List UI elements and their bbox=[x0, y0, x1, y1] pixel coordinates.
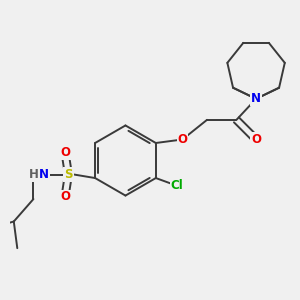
Text: Cl: Cl bbox=[170, 178, 183, 192]
Text: N: N bbox=[251, 92, 261, 105]
Text: O: O bbox=[60, 146, 70, 159]
Text: O: O bbox=[251, 133, 261, 146]
Text: N: N bbox=[39, 168, 49, 181]
Text: S: S bbox=[64, 168, 73, 181]
Text: H: H bbox=[28, 168, 38, 181]
Text: O: O bbox=[60, 190, 70, 203]
Text: N: N bbox=[251, 92, 261, 105]
Text: O: O bbox=[178, 133, 188, 146]
